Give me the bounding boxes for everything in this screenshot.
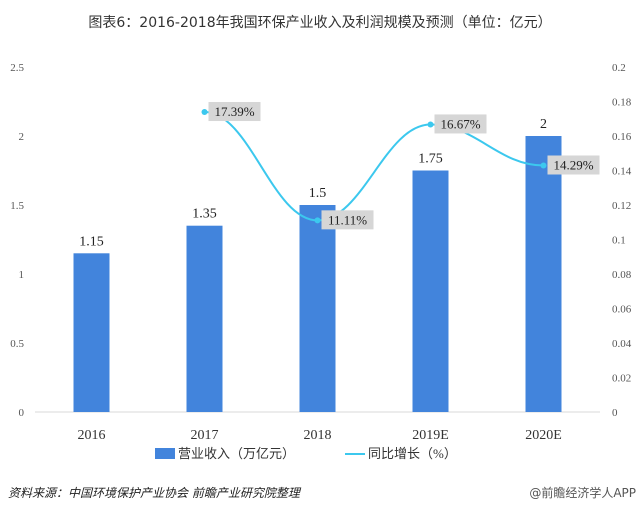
y-right-tick-label: 0 [612, 407, 618, 419]
y-left-tick-label: 0.5 [10, 338, 24, 350]
bar-data-label: 1.75 [418, 152, 443, 167]
line-data-label: 16.67% [440, 116, 480, 131]
bar-data-label: 1.5 [309, 186, 327, 201]
watermark: @前瞻经济学人APP [529, 486, 636, 500]
line-label-box [321, 210, 374, 230]
line-point [201, 109, 208, 116]
chart-svg: 0 0.5 1 1.5 2 2.5 0 0.02 0.04 0.06 0.08 0.1 0.12 0.14… [10, 62, 632, 461]
line-label-box [434, 114, 487, 134]
y-right-tick-label: 0.1 [612, 235, 626, 247]
y-left-tick-label: 1 [19, 269, 25, 281]
y-right-tick-label: 0.2 [612, 62, 626, 74]
legend-bar-label: 营业收入（万亿元） [178, 446, 295, 461]
y-left-tick-label: 1.5 [10, 200, 24, 212]
bar-data-label: 2 [540, 117, 547, 132]
bar [186, 225, 223, 412]
line-point [427, 121, 434, 128]
y-left-tick-label: 0 [19, 407, 25, 419]
line-label-box [547, 155, 600, 175]
growth-line [204, 111, 544, 222]
y-left-tick-label: 2 [19, 131, 25, 143]
y-right-tick-label: 0.02 [612, 373, 631, 385]
bar [73, 253, 110, 412]
legend-line-label: 同比增长（%） [368, 446, 457, 461]
x-tick-label: 2016 [78, 428, 106, 443]
y-right-tick-label: 0.16 [612, 131, 632, 143]
line-label-box [208, 102, 261, 122]
y-right-tick-label: 0.04 [612, 338, 632, 350]
x-tick-label: 2018 [304, 428, 332, 443]
y-right-tick-label: 0.14 [612, 166, 632, 178]
x-tick-label: 2017 [191, 428, 219, 443]
chart-title: 图表6：2016-2018年我国环保产业收入及利润规模及预测（单位：亿元） [88, 15, 552, 31]
y-right-tick-label: 0.18 [612, 97, 632, 109]
line-data-label: 11.11% [328, 212, 367, 227]
x-tick-label: 2019E [412, 428, 449, 443]
bar [525, 136, 562, 412]
line-point [540, 162, 547, 169]
bar-data-label: 1.35 [192, 207, 217, 222]
y-right-tick-label: 0.08 [612, 269, 632, 281]
line-data-label: 14.29% [553, 157, 593, 172]
legend-bar-swatch [155, 448, 175, 459]
bar [299, 205, 336, 412]
y-right-tick-label: 0.12 [612, 200, 631, 212]
line-point [314, 217, 321, 224]
x-tick-label: 2020E [525, 428, 562, 443]
source-note: 资料来源：中国环境保护产业协会 前瞻产业研究院整理 [8, 486, 300, 500]
line-data-label: 17.39% [214, 104, 254, 119]
bar [412, 170, 449, 412]
bar-data-label: 1.15 [79, 234, 104, 249]
y-right-tick-label: 0.06 [612, 304, 632, 316]
y-left-tick-label: 2.5 [10, 62, 24, 74]
